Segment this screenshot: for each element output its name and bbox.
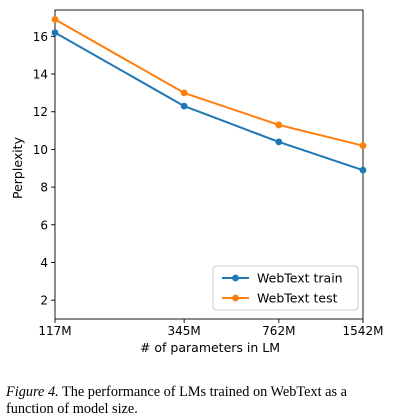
perplexity-line-chart: 2 4 6 8 10 12 14 16 117M 345M 762M 1542M # of para… (10, 9, 383, 355)
y-axis-label: Perplexity (10, 136, 25, 199)
y-tick-label: 8 (40, 181, 48, 195)
legend-box (212, 265, 359, 311)
x-tick-label: 1542M (343, 324, 384, 338)
data-point (180, 89, 188, 97)
legend-label: WebText test (257, 291, 338, 306)
legend: WebText train WebText test (212, 265, 359, 311)
data-point (51, 29, 59, 37)
y-tick-label: 4 (40, 256, 48, 270)
y-tick-label: 14 (33, 68, 48, 82)
data-point (180, 102, 188, 110)
x-tick-label: 345M (168, 324, 201, 338)
y-tick-label: 12 (33, 105, 48, 119)
data-point (51, 16, 59, 23)
plot-frame (54, 9, 364, 320)
series-layer (51, 16, 367, 174)
y-axis-ticks: 2 4 6 8 10 12 14 16 (33, 30, 55, 308)
data-point (275, 138, 283, 146)
y-tick-label: 16 (33, 30, 48, 44)
y-tick-label: 2 (40, 294, 48, 308)
y-tick-label: 10 (33, 143, 48, 157)
caption-text: The performance of LMs trained on WebTex… (6, 384, 348, 417)
series-line-1 (54, 31, 364, 172)
y-tick-label: 6 (40, 218, 48, 232)
legend-marker (232, 294, 239, 302)
data-point (359, 142, 367, 150)
plot-area (54, 9, 364, 320)
x-tick-label: 117M (38, 324, 71, 338)
x-axis-label: # of parameters in LM (140, 340, 280, 355)
figure-caption: Figure 4. The performance of LMs trained… (6, 384, 398, 418)
x-axis-ticks: 117M 345M 762M 1542M (38, 319, 383, 338)
legend-label: WebText train (257, 271, 343, 286)
data-point (275, 121, 283, 129)
caption-label: Figure 4. (6, 384, 59, 400)
x-tick-label: 762M (262, 324, 295, 338)
data-point (359, 166, 367, 174)
legend-marker (232, 274, 239, 282)
series-line-2 (54, 18, 364, 147)
